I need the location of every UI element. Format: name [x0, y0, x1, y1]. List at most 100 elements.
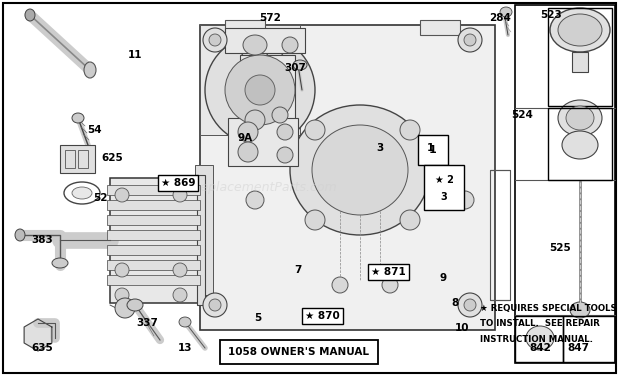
- Ellipse shape: [203, 293, 227, 317]
- Ellipse shape: [173, 188, 187, 202]
- Ellipse shape: [382, 277, 398, 293]
- Ellipse shape: [400, 210, 420, 230]
- Ellipse shape: [558, 14, 602, 46]
- Bar: [515, 316, 563, 362]
- Ellipse shape: [72, 187, 92, 199]
- Ellipse shape: [245, 110, 265, 130]
- Text: 524: 524: [511, 110, 533, 120]
- Bar: [548, 8, 612, 106]
- Text: 9: 9: [440, 273, 446, 283]
- Bar: [107, 185, 200, 195]
- Text: 383: 383: [31, 235, 53, 245]
- Text: 52: 52: [93, 193, 107, 203]
- Ellipse shape: [305, 120, 325, 140]
- Text: 54: 54: [87, 125, 102, 135]
- Ellipse shape: [243, 35, 267, 55]
- Ellipse shape: [332, 277, 348, 293]
- Ellipse shape: [246, 191, 264, 209]
- Text: 842: 842: [529, 343, 551, 353]
- Bar: [60, 145, 95, 173]
- Text: ★ 2: ★ 2: [435, 175, 453, 185]
- Ellipse shape: [238, 142, 258, 162]
- Bar: [490, 170, 510, 300]
- Bar: [572, 52, 588, 72]
- Text: 1: 1: [429, 145, 437, 155]
- Text: ★ 870: ★ 870: [304, 311, 339, 321]
- Ellipse shape: [115, 298, 135, 318]
- Text: 635: 635: [31, 343, 53, 353]
- Ellipse shape: [500, 7, 512, 17]
- Ellipse shape: [272, 107, 288, 123]
- Ellipse shape: [282, 37, 298, 53]
- Ellipse shape: [550, 8, 610, 52]
- Bar: [65, 150, 75, 168]
- Ellipse shape: [305, 210, 325, 230]
- Ellipse shape: [277, 124, 293, 140]
- Bar: [200, 25, 300, 135]
- Bar: [225, 28, 305, 53]
- Bar: [78, 150, 88, 168]
- Bar: [220, 340, 378, 364]
- Bar: [110, 178, 198, 303]
- Bar: [107, 260, 200, 270]
- Ellipse shape: [25, 9, 35, 21]
- Bar: [197, 175, 205, 305]
- Ellipse shape: [203, 28, 227, 52]
- Ellipse shape: [179, 317, 191, 327]
- Bar: [228, 118, 298, 166]
- Text: eReplacementParts.com: eReplacementParts.com: [184, 182, 337, 194]
- Bar: [195, 165, 213, 295]
- Bar: [418, 135, 448, 165]
- Text: 9A: 9A: [237, 133, 252, 143]
- Text: 307: 307: [284, 63, 306, 73]
- Bar: [107, 200, 200, 210]
- Bar: [107, 245, 200, 255]
- Text: ★ REQUIRES SPECIAL TOOLS: ★ REQUIRES SPECIAL TOOLS: [480, 303, 617, 312]
- Bar: [563, 316, 615, 362]
- Ellipse shape: [84, 62, 96, 78]
- Text: ★ 871: ★ 871: [371, 267, 405, 277]
- Text: 847: 847: [567, 343, 589, 353]
- Text: 13: 13: [178, 343, 192, 353]
- Text: 525: 525: [549, 243, 571, 253]
- Ellipse shape: [456, 191, 474, 209]
- Bar: [107, 275, 200, 285]
- Ellipse shape: [312, 125, 408, 215]
- Ellipse shape: [464, 34, 476, 46]
- Ellipse shape: [277, 147, 293, 163]
- Ellipse shape: [464, 299, 476, 311]
- Ellipse shape: [238, 122, 258, 142]
- Ellipse shape: [458, 293, 482, 317]
- Ellipse shape: [225, 55, 295, 125]
- Text: 3: 3: [441, 192, 448, 202]
- Text: INSTRUCTION MANUAL.: INSTRUCTION MANUAL.: [480, 335, 593, 344]
- Ellipse shape: [127, 299, 143, 311]
- Ellipse shape: [458, 28, 482, 52]
- Text: TO INSTALL.  SEE REPAIR: TO INSTALL. SEE REPAIR: [480, 320, 600, 329]
- Ellipse shape: [562, 131, 598, 159]
- Ellipse shape: [115, 263, 129, 277]
- Ellipse shape: [245, 75, 275, 105]
- Ellipse shape: [15, 229, 25, 241]
- Text: 8: 8: [451, 298, 459, 308]
- Text: 625: 625: [101, 153, 123, 163]
- Text: ★ 869: ★ 869: [161, 178, 195, 188]
- Ellipse shape: [570, 302, 590, 318]
- Text: 11: 11: [128, 50, 142, 60]
- Text: 3: 3: [376, 143, 384, 153]
- Text: 572: 572: [259, 13, 281, 23]
- Ellipse shape: [209, 299, 221, 311]
- Ellipse shape: [173, 263, 187, 277]
- Ellipse shape: [209, 34, 221, 46]
- Text: 7: 7: [294, 265, 302, 275]
- Bar: [107, 215, 200, 225]
- Bar: [240, 55, 295, 135]
- Ellipse shape: [52, 258, 68, 268]
- Bar: [424, 165, 464, 210]
- Text: 337: 337: [136, 318, 158, 328]
- Ellipse shape: [293, 60, 307, 70]
- Ellipse shape: [566, 106, 594, 130]
- Text: 1: 1: [427, 143, 433, 153]
- Text: 284: 284: [489, 13, 511, 23]
- Ellipse shape: [173, 288, 187, 302]
